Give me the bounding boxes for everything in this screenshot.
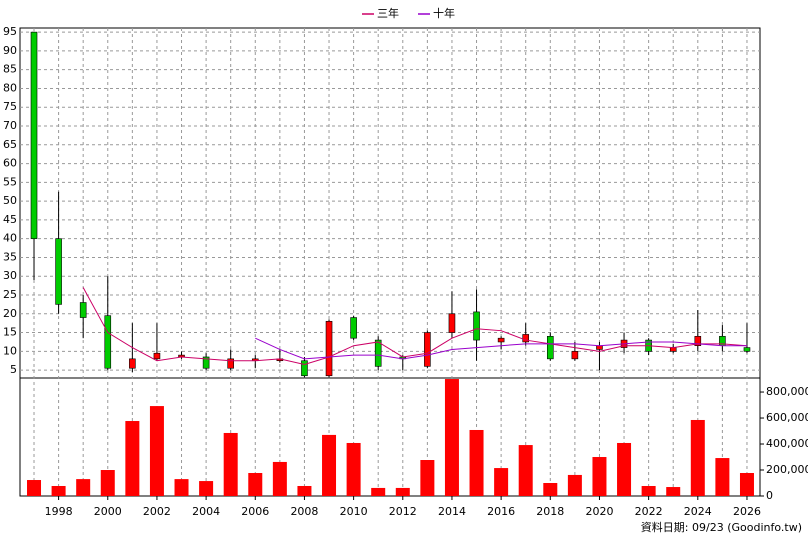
volume-bar — [739, 472, 754, 496]
y-tick-label: 25 — [3, 288, 17, 301]
volume-bar — [494, 468, 509, 496]
y2-tick-label: 0 — [766, 489, 773, 502]
y-tick-label: 50 — [3, 194, 17, 207]
y-tick-label: 65 — [3, 138, 17, 151]
ma-line — [82, 287, 748, 365]
volume-bar — [199, 481, 214, 496]
candle-body — [473, 311, 480, 341]
volume-bar — [174, 479, 189, 496]
candle-body — [202, 356, 210, 369]
candle-body — [153, 352, 161, 360]
x-tick-label: 2018 — [536, 505, 564, 518]
candle-body — [546, 336, 554, 360]
candle-body — [522, 334, 530, 343]
volume-bar — [395, 487, 410, 496]
volume-bar — [149, 406, 164, 496]
volume-bar — [469, 429, 484, 496]
candle-body — [694, 336, 702, 347]
volume-bar — [100, 470, 115, 496]
plot-frame — [19, 27, 761, 497]
candle-body — [424, 332, 431, 367]
volume-bar — [444, 379, 459, 496]
volume-bar — [715, 458, 730, 496]
candle-body — [374, 339, 382, 367]
footer: 資料日期: 09/23 (Goodinfo.tw) — [641, 520, 802, 534]
volume-bar — [51, 485, 66, 496]
x-tick-label: 2000 — [94, 505, 122, 518]
y-tick-label: 30 — [3, 269, 17, 282]
volume-bar — [690, 419, 705, 496]
y-tick-label: 20 — [3, 307, 17, 320]
volume-bar — [27, 480, 42, 496]
x-tick-label: 2022 — [635, 505, 663, 518]
candle-body — [571, 351, 579, 360]
x-tick-label: 2002 — [143, 505, 171, 518]
y-tick-label: 5 — [10, 363, 17, 376]
y2-tick-label: 200,000 — [766, 463, 808, 476]
y-tick-label: 70 — [3, 119, 17, 132]
volume-bar — [420, 460, 435, 496]
x-tick-label: 2004 — [192, 505, 220, 518]
y-tick-label: 15 — [3, 326, 17, 339]
volume-bar — [248, 472, 263, 496]
y-tick-label: 60 — [3, 157, 17, 170]
y-tick-label: 95 — [3, 25, 17, 38]
y-tick-label: 80 — [3, 81, 17, 94]
y2-tick-label: 600,000 — [766, 411, 808, 424]
candle-body — [55, 238, 62, 305]
x-tick-label: 2026 — [733, 505, 761, 518]
candle-body — [79, 302, 87, 318]
candle-body — [325, 320, 333, 377]
candle-body — [227, 358, 234, 369]
volume-bar — [272, 461, 287, 496]
y-tick-label: 85 — [3, 63, 17, 76]
x-tick-label: 2014 — [438, 505, 466, 518]
y-tick-label: 90 — [3, 44, 17, 57]
volume-bar — [666, 487, 681, 496]
x-tick-label: 2024 — [684, 505, 712, 518]
candle-body — [104, 315, 112, 369]
volume-bar — [223, 432, 238, 496]
volume-bar — [322, 434, 337, 496]
x-tick-label: 2016 — [487, 505, 515, 518]
y-tick-label: 35 — [3, 250, 17, 263]
volume-bar — [125, 421, 140, 496]
y-tick-label: 10 — [3, 344, 17, 357]
volume-bar — [371, 487, 386, 496]
candle-body — [301, 360, 308, 377]
candle-body — [129, 358, 136, 369]
candle-body — [497, 337, 505, 343]
x-tick-label: 2012 — [389, 505, 417, 518]
y2-tick-label: 400,000 — [766, 437, 808, 450]
candle-body — [743, 347, 751, 352]
y-tick-label: 40 — [3, 232, 17, 245]
x-tick-label: 2010 — [340, 505, 368, 518]
x-tick-label: 1998 — [45, 505, 73, 518]
volume-bar — [518, 445, 533, 496]
ma-line — [255, 337, 747, 360]
y2-tick-label: 800,000 — [766, 385, 808, 398]
y-tick-label: 45 — [3, 213, 17, 226]
volume-bar — [592, 457, 607, 496]
candle-body — [596, 345, 603, 350]
legend-label: 三年 — [377, 6, 399, 20]
candle-body — [669, 347, 677, 352]
y-tick-label: 55 — [3, 175, 17, 188]
legend-label: 十年 — [433, 6, 455, 20]
candle-body — [30, 31, 38, 239]
volume-bar — [617, 442, 632, 496]
volume-bar — [641, 485, 656, 496]
x-tick-label: 2006 — [241, 505, 269, 518]
volume-bar — [297, 485, 312, 496]
x-tick-label: 2020 — [585, 505, 613, 518]
volume-bar — [543, 483, 558, 496]
volume-bar — [567, 474, 582, 496]
candle-body — [350, 317, 357, 339]
volume-bar — [76, 479, 91, 496]
x-tick-label: 2008 — [290, 505, 318, 518]
y-tick-label: 75 — [3, 100, 17, 113]
candle-body — [448, 313, 456, 333]
volume-bar — [346, 442, 361, 496]
